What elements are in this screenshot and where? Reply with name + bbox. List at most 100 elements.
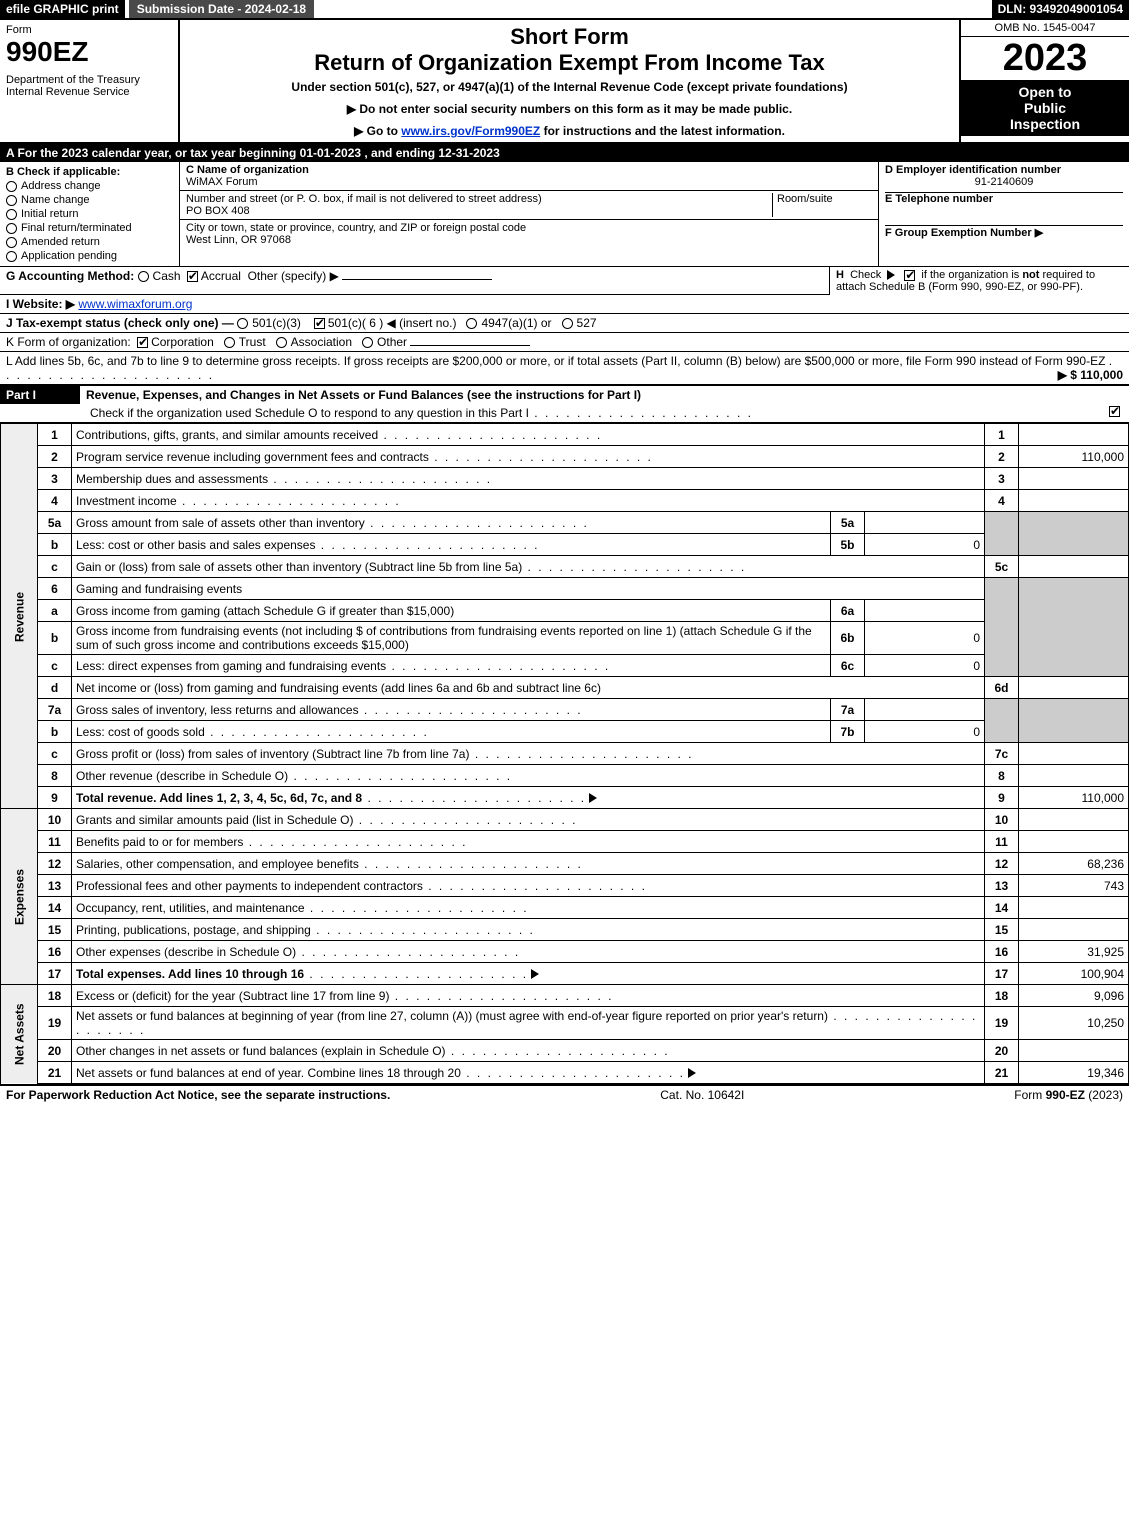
desc-9: Total revenue. Add lines 1, 2, 3, 4, 5c,…: [72, 787, 985, 809]
column-c: C Name of organization WiMAX Forum Numbe…: [180, 162, 879, 266]
desc-14: Occupancy, rent, utilities, and maintena…: [72, 897, 985, 919]
desc-7b: Less: cost of goods sold: [72, 721, 831, 743]
ln-7a: 7a: [38, 699, 72, 721]
desc-6: Gaming and fundraising events: [72, 578, 985, 600]
col-b-title: B Check if applicable:: [6, 166, 173, 178]
grp-lbl: F Group Exemption Number ▶: [885, 225, 1123, 239]
sa-6b: 0: [865, 622, 985, 655]
part1-header: Part I Revenue, Expenses, and Changes in…: [0, 386, 1129, 404]
desc-7c: Gross profit or (loss) from sales of inv…: [72, 743, 985, 765]
sa-6c: 0: [865, 655, 985, 677]
form-header: Form 990EZ Department of the Treasury In…: [0, 20, 1129, 144]
website-link[interactable]: www.wimaxforum.org: [78, 297, 192, 311]
ln-6c: c: [38, 655, 72, 677]
chk-other-org[interactable]: [362, 337, 373, 348]
org-name-block: C Name of organization WiMAX Forum: [180, 162, 878, 191]
shade-7b: [1019, 699, 1129, 743]
chk-cash[interactable]: [138, 271, 149, 282]
amt-8: [1019, 765, 1129, 787]
street-lbl: Number and street (or P. O. box, if mail…: [186, 193, 772, 205]
desc-8: Other revenue (describe in Schedule O): [72, 765, 985, 787]
rn-3: 3: [985, 468, 1019, 490]
rn-14: 14: [985, 897, 1019, 919]
chk-name-change[interactable]: Name change: [6, 194, 173, 206]
side-netassets: Net Assets: [1, 985, 38, 1084]
chk-501c3[interactable]: [237, 318, 248, 329]
ln-4: 4: [38, 490, 72, 512]
chk-4947[interactable]: [466, 318, 477, 329]
amt-18: 9,096: [1019, 985, 1129, 1007]
shade-5: [985, 512, 1019, 556]
rn-12: 12: [985, 853, 1019, 875]
chk-schedule-b[interactable]: [904, 270, 915, 281]
ln-14: 14: [38, 897, 72, 919]
ln-6: 6: [38, 578, 72, 600]
desc-10: Grants and similar amounts paid (list in…: [72, 809, 985, 831]
amt-20: [1019, 1040, 1129, 1062]
amt-5c: [1019, 556, 1129, 578]
website-lbl: I Website: ▶: [6, 297, 75, 311]
pub1: Open to: [965, 84, 1125, 100]
chk-application-pending-lbl: Application pending: [21, 250, 117, 262]
shade-6: [985, 578, 1019, 677]
chk-501c[interactable]: [314, 318, 325, 329]
chk-assoc[interactable]: [276, 337, 287, 348]
amt-17: 100,904: [1019, 963, 1129, 985]
chk-accrual[interactable]: [187, 271, 198, 282]
desc-19: Net assets or fund balances at beginning…: [72, 1007, 985, 1040]
chk-final-return[interactable]: Final return/terminated: [6, 222, 173, 234]
amt-9: 110,000: [1019, 787, 1129, 809]
desc-5a: Gross amount from sale of assets other t…: [72, 512, 831, 534]
goto-link[interactable]: www.irs.gov/Form990EZ: [401, 124, 540, 138]
chk-schedule-o[interactable]: [1109, 406, 1120, 417]
amt-11: [1019, 831, 1129, 853]
row-l: L Add lines 5b, 6c, and 7b to line 9 to …: [0, 352, 1129, 386]
org-name-lbl: C Name of organization: [186, 164, 872, 176]
chk-address-change[interactable]: Address change: [6, 180, 173, 192]
city-lbl: City or town, state or province, country…: [186, 222, 872, 234]
chk-527[interactable]: [562, 318, 573, 329]
rn-1: 1: [985, 424, 1019, 446]
ln-6d: d: [38, 677, 72, 699]
ln-15: 15: [38, 919, 72, 941]
desc-5c: Gain or (loss) from sale of assets other…: [72, 556, 985, 578]
part1-label: Part I: [0, 386, 80, 404]
triangle-icon: [531, 969, 539, 979]
ln-20: 20: [38, 1040, 72, 1062]
amt-6d: [1019, 677, 1129, 699]
rn-11: 11: [985, 831, 1019, 853]
chk-initial-return[interactable]: Initial return: [6, 208, 173, 220]
row-a-taxyear: A For the 2023 calendar year, or tax yea…: [0, 144, 1129, 162]
sa-7b: 0: [865, 721, 985, 743]
chk-amended-return[interactable]: Amended return: [6, 236, 173, 248]
desc-7a: Gross sales of inventory, less returns a…: [72, 699, 831, 721]
desc-21: Net assets or fund balances at end of ye…: [72, 1062, 985, 1084]
org-name-val: WiMAX Forum: [186, 176, 872, 188]
sa-5b: 0: [865, 534, 985, 556]
street-block: Number and street (or P. O. box, if mail…: [180, 191, 878, 220]
amt-4: [1019, 490, 1129, 512]
column-d: D Employer identification number 91-2140…: [879, 162, 1129, 266]
ln-6b: b: [38, 622, 72, 655]
header-mid: Short Form Return of Organization Exempt…: [180, 20, 959, 142]
amt-7c: [1019, 743, 1129, 765]
sn-5b: 5b: [831, 534, 865, 556]
desc-4: Investment income: [72, 490, 985, 512]
under-section: Under section 501(c), 527, or 4947(a)(1)…: [186, 80, 953, 94]
desc-5b: Less: cost or other basis and sales expe…: [72, 534, 831, 556]
desc-6d: Net income or (loss) from gaming and fun…: [72, 677, 985, 699]
sn-7a: 7a: [831, 699, 865, 721]
dln: DLN: 93492049001054: [992, 0, 1129, 18]
chk-trust[interactable]: [224, 337, 235, 348]
chk-corp[interactable]: [137, 337, 148, 348]
chk-application-pending[interactable]: Application pending: [6, 250, 173, 262]
chk-address-change-lbl: Address change: [21, 180, 101, 192]
street-val: PO BOX 408: [186, 205, 772, 217]
triangle-icon: [688, 1068, 696, 1078]
ein-lbl: D Employer identification number: [885, 164, 1123, 176]
row-l-amt: ▶ $ 110,000: [1058, 368, 1123, 382]
ln-11: 11: [38, 831, 72, 853]
rn-21: 21: [985, 1062, 1019, 1084]
accrual-lbl: Accrual: [201, 269, 241, 283]
row-k: K Form of organization: Corporation Trus…: [0, 333, 1129, 352]
